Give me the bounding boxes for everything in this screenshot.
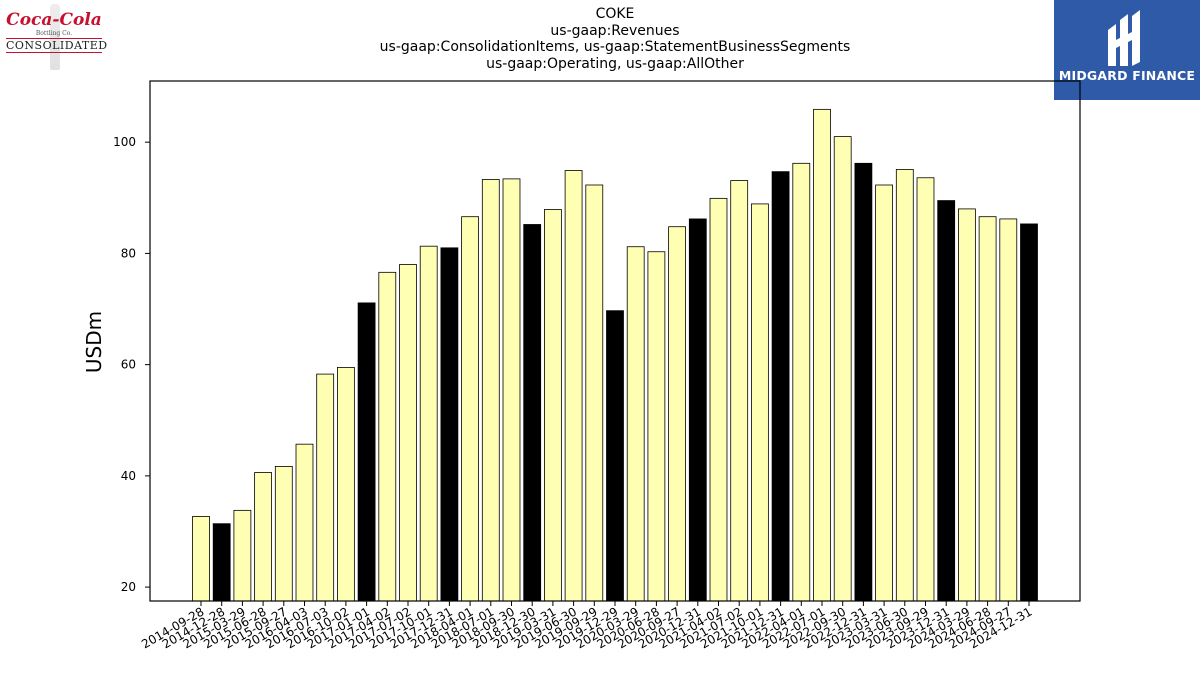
y-axis-label: USDm (82, 311, 106, 373)
midgard-finance-logo: MIDGARD FINANCE (1054, 0, 1200, 100)
coca-cola-consolidated-logo: Coca-Cola Bottling Co. CONSOLIDATED (4, 4, 108, 70)
bar-2015-09-27 (274, 466, 293, 602)
bar-2019-06-30 (564, 170, 583, 602)
bar-2020-03-29 (626, 246, 645, 602)
bar-2023-09-29 (916, 177, 935, 602)
bar-2016-10-02 (337, 367, 355, 602)
bar-2018-09-30 (502, 178, 521, 602)
bar-2022-07-01 (813, 108, 831, 602)
bar-2019-12-29 (606, 310, 624, 602)
bar-2021-10-01 (751, 203, 769, 602)
bar-2023-12-31 (937, 200, 956, 602)
bar-2022-12-31 (854, 162, 873, 602)
bar-2021-07-02 (730, 180, 749, 602)
bar-2019-03-31 (544, 209, 562, 602)
y-axis: 20 40 60 80 100 (113, 135, 150, 594)
bar-2020-06-28 (647, 251, 666, 602)
bar-2015-03-29 (233, 509, 252, 602)
bar-2024-03-29 (958, 208, 976, 602)
bar-2018-07-01 (481, 179, 500, 602)
y-tick-label: 40 (121, 469, 136, 483)
bar-2024-12-31 (1020, 223, 1038, 602)
bar-2017-01-01 (357, 302, 376, 602)
bar-2017-07-02 (399, 264, 417, 602)
logo-brand-text: Coca-Cola (6, 10, 102, 30)
y-tick-label: 60 (121, 358, 136, 372)
bar-2021-12-31 (771, 171, 790, 602)
bars-group (192, 108, 1038, 602)
bar-2019-09-29 (585, 184, 604, 602)
logo-main-text: CONSOLIDATED (6, 38, 108, 53)
bar-2016-04-03 (295, 443, 314, 602)
chart-titles: COKE us-gaap:Revenues us-gaap:Consolidat… (320, 6, 910, 72)
bar-2017-04-02 (378, 271, 397, 602)
bar-2020-12-31 (688, 218, 707, 602)
bar-2024-09-27 (999, 218, 1018, 602)
bar-2014-09-28 (192, 516, 210, 602)
midgard-finance-name: MIDGARD FINANCE (1058, 68, 1196, 83)
chart-title: COKE (595, 6, 635, 22)
bar-2020-09-27 (668, 226, 686, 602)
chart-subtitle-2: us-gaap:ConsolidationItems, us-gaap:Stat… (379, 39, 851, 55)
bar-2015-06-28 (254, 472, 272, 602)
bar-2024-06-28 (978, 216, 997, 602)
chart-subtitle-3: us-gaap:Operating, us-gaap:AllOther (486, 55, 744, 72)
bar-2017-12-31 (440, 247, 459, 602)
logo-sub-text: Bottling Co. (35, 30, 73, 37)
bar-2021-04-02 (709, 197, 728, 602)
chart-subtitle-1: us-gaap:Revenues (550, 22, 680, 39)
bar-2018-04-01 (461, 216, 479, 602)
bar-2022-09-30 (833, 136, 852, 602)
bar-2018-12-30 (523, 224, 542, 602)
bar-2014-12-28 (212, 523, 231, 602)
bar-2016-07-03 (316, 373, 335, 602)
y-tick-label: 20 (121, 580, 136, 594)
bar-2022-04-01 (792, 162, 811, 602)
midgard-mark-icon (1108, 10, 1140, 66)
x-axis: 2014-09-282014-12-282015-03-292015-06-28… (139, 601, 1035, 651)
bar-2023-06-30 (895, 169, 914, 602)
bar-2023-03-31 (875, 184, 893, 602)
y-tick-label: 100 (113, 135, 136, 149)
bar-2017-10-01 (419, 245, 438, 602)
y-tick-label: 80 (121, 246, 136, 260)
